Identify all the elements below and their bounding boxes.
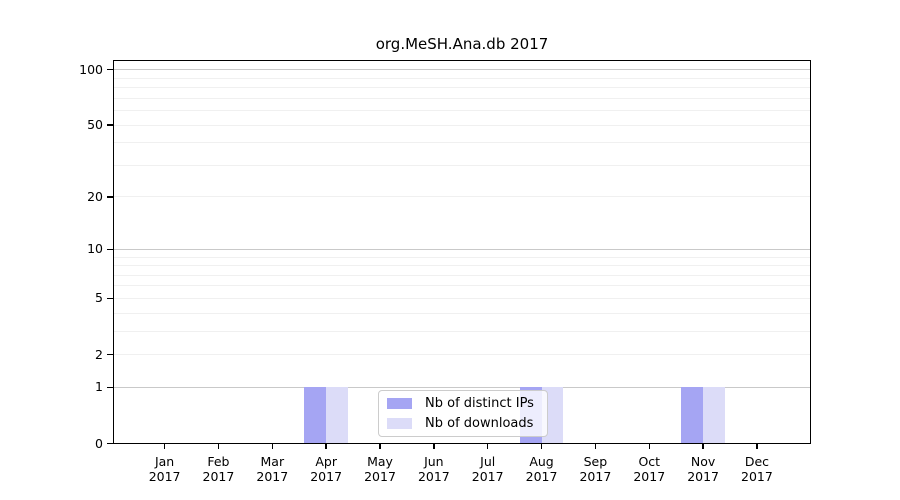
legend-label-distinct-ips: Nb of distinct IPs	[425, 396, 534, 411]
y-tick-mark-10	[107, 248, 113, 251]
x-tick-month: Dec	[744, 453, 770, 469]
x-tick-label-aug: Aug 2017	[512, 454, 572, 485]
x-tick-year: 2017	[364, 469, 396, 484]
x-tick-mark-oct	[648, 443, 650, 449]
gridline-minor	[113, 196, 811, 198]
x-tick-mark-jan	[163, 443, 166, 449]
x-tick-label-apr: Apr 2017	[296, 454, 356, 485]
x-tick-year: 2017	[633, 469, 666, 484]
gridline-minor	[113, 330, 811, 332]
y-tick-mark-20	[107, 196, 113, 198]
x-tick-month: Feb	[207, 453, 230, 469]
y-tick-label-50: 50	[87, 117, 103, 133]
x-tick-month: Jan	[154, 453, 175, 469]
gridline-minor	[113, 312, 811, 314]
x-tick-mark-apr	[325, 443, 327, 449]
x-tick-month: Aug	[529, 453, 554, 469]
gridline-minor	[113, 354, 811, 356]
y-tick-mark-5	[107, 297, 113, 300]
gridline-minor	[113, 256, 811, 258]
x-tick-year: 2017	[687, 469, 719, 484]
x-tick-label-sep: Sep 2017	[565, 454, 625, 485]
x-tick-label-feb: Feb 2017	[188, 454, 248, 485]
x-tick-label-jun: Jun 2017	[404, 454, 464, 485]
x-tick-year: 2017	[310, 469, 343, 484]
gridline-minor	[113, 142, 811, 144]
x-tick-mark-nov	[702, 443, 704, 449]
y-tick-mark-2	[107, 353, 113, 356]
bar-downloads-apr	[326, 387, 348, 444]
x-tick-month: May	[367, 453, 393, 469]
x-tick-mark-jun	[433, 443, 435, 449]
gridline-minor	[113, 77, 811, 79]
x-tick-label-mar: Mar 2017	[242, 454, 302, 485]
x-tick-year: 2017	[525, 469, 558, 484]
y-tick-label-100: 100	[79, 61, 103, 77]
y-tick-label-2: 2	[95, 346, 103, 362]
gridline-minor	[113, 285, 811, 287]
legend-item-distinct-ips: Nb of distinct IPs	[387, 396, 547, 411]
y-tick-label-20: 20	[87, 188, 103, 204]
x-tick-mark-mar	[271, 443, 273, 449]
legend-swatch-downloads	[387, 418, 412, 429]
x-tick-year: 2017	[417, 469, 450, 484]
x-tick-label-jul: Jul 2017	[458, 454, 518, 485]
gridline-minor	[113, 110, 811, 112]
chart-title: org.MeSH.Ana.db 2017	[375, 35, 549, 53]
x-tick-label-oct: Oct 2017	[619, 454, 679, 485]
x-tick-month: Jun	[424, 453, 444, 469]
legend-swatch-distinct-ips	[387, 398, 412, 409]
x-tick-year: 2017	[148, 469, 181, 484]
x-tick-mark-dec	[756, 443, 758, 449]
gridline-major	[113, 386, 811, 388]
gridline-minor	[113, 265, 811, 267]
x-tick-year: 2017	[471, 469, 504, 484]
x-tick-month: Mar	[260, 453, 285, 469]
gridline-minor	[113, 97, 811, 99]
gridline-minor	[113, 274, 811, 276]
legend-item-downloads: Nb of downloads	[387, 416, 547, 431]
x-tick-year: 2017	[579, 469, 612, 484]
bar-distinct-ips-nov	[681, 387, 704, 444]
x-tick-mark-feb	[217, 443, 220, 449]
x-tick-month: Apr	[315, 453, 337, 469]
x-tick-month: Sep	[583, 453, 608, 469]
x-tick-year: 2017	[256, 469, 289, 484]
y-tick-label-10: 10	[87, 241, 103, 257]
x-tick-label-jan: Jan 2017	[135, 454, 195, 485]
gridline-minor	[113, 164, 811, 166]
gridline-minor	[113, 124, 811, 126]
x-tick-label-dec: Dec 2017	[727, 454, 787, 485]
x-tick-year: 2017	[202, 469, 235, 484]
gridline-major	[113, 69, 811, 71]
x-tick-mark-aug	[540, 443, 543, 449]
y-tick-label-0: 0	[95, 435, 103, 451]
x-tick-label-may: May 2017	[350, 454, 410, 485]
y-tick-mark-1	[107, 386, 113, 389]
x-tick-month: Jul	[480, 453, 496, 469]
y-tick-label-1: 1	[95, 379, 103, 395]
y-tick-mark-100	[107, 69, 113, 71]
x-tick-year: 2017	[741, 469, 773, 484]
legend: Nb of distinct IPs Nb of downloads	[378, 390, 548, 437]
y-tick-label-5: 5	[95, 290, 103, 306]
bar-downloads-nov	[703, 387, 725, 444]
gridline-minor	[113, 87, 811, 89]
x-tick-label-nov: Nov 2017	[673, 454, 733, 485]
bar-distinct-ips-apr	[304, 387, 327, 444]
x-tick-mark-jul	[487, 443, 489, 449]
x-tick-mark-sep	[594, 443, 597, 449]
x-tick-month: Oct	[638, 453, 661, 469]
x-tick-month: Nov	[690, 453, 716, 469]
x-tick-mark-may	[379, 443, 381, 449]
gridline-minor	[113, 297, 811, 299]
gridline-major	[113, 248, 811, 250]
y-tick-mark-0	[107, 442, 113, 445]
legend-label-downloads: Nb of downloads	[425, 416, 534, 431]
y-tick-mark-50	[107, 124, 113, 126]
